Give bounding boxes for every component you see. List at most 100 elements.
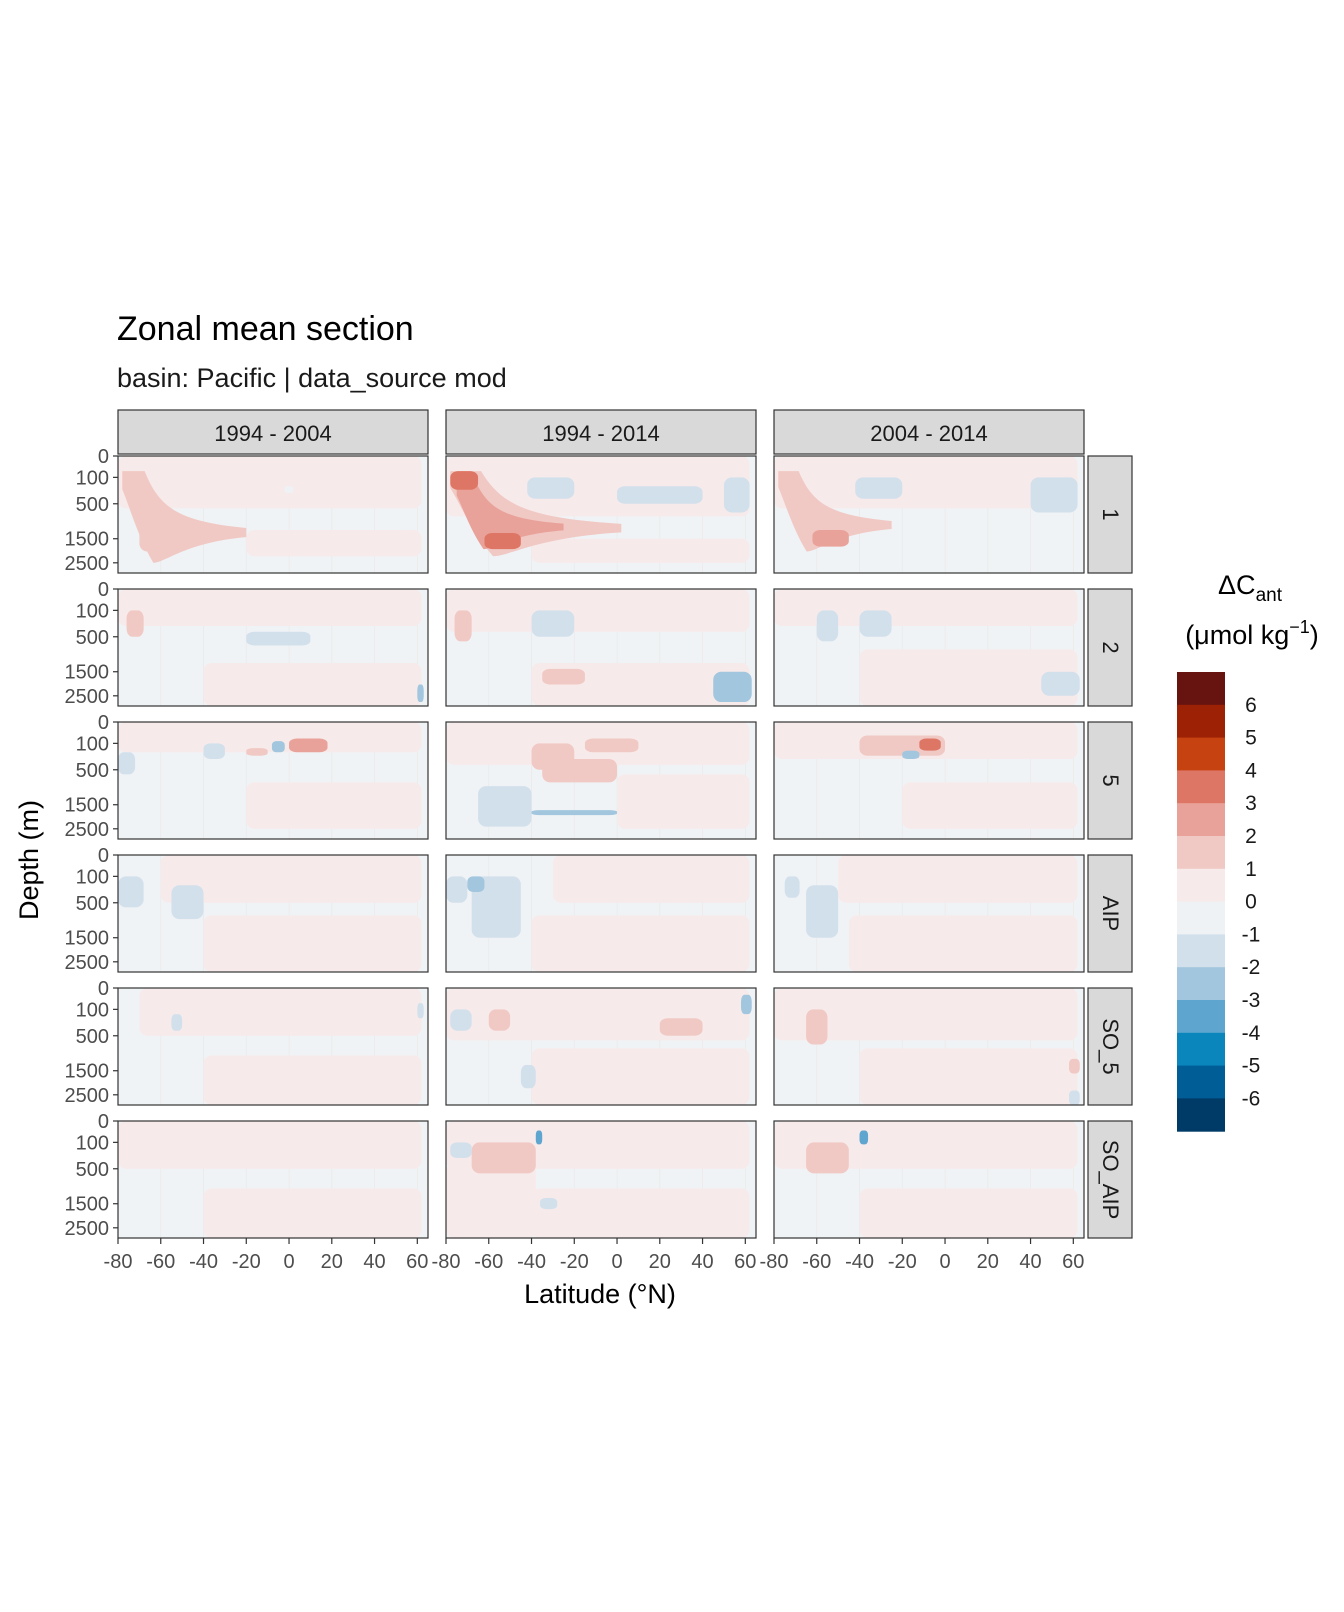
contour-patch (478, 786, 532, 827)
facet-strip-row-label: 2 (1098, 641, 1123, 653)
x-tick-label: -20 (560, 1251, 589, 1273)
contour-patch (118, 456, 422, 509)
contour-patch (741, 994, 752, 1015)
panel-border (773, 1120, 1085, 1239)
legend-label: 2 (1245, 825, 1257, 848)
contour-patch (806, 1142, 849, 1174)
x-tick-label: 0 (939, 1251, 950, 1273)
contour-patch (160, 855, 422, 903)
y-tick-label: 0 (98, 712, 109, 734)
y-tick-label: 2500 (65, 1085, 110, 1107)
facet-strip-row-1 (1087, 588, 1133, 707)
facet-strip-row-3 (1087, 854, 1133, 973)
x-tick-label: 40 (1019, 1251, 1041, 1273)
contour-patch (450, 1009, 472, 1031)
contour-patch (859, 610, 892, 637)
x-tick-label: 60 (1062, 1251, 1084, 1273)
legend-swatch (1177, 836, 1225, 870)
panel-border (117, 455, 429, 574)
chart-title: Zonal mean section (117, 310, 414, 348)
contour-patch (723, 477, 750, 513)
contour-patch (531, 915, 750, 972)
x-tick-label: 60 (406, 1251, 428, 1273)
y-tick-label: 1500 (65, 1194, 110, 1216)
legend-unit: (μmol kg−1) (1185, 617, 1319, 650)
facet-strip-col-2 (773, 409, 1085, 455)
panel-border (773, 588, 1085, 707)
y-tick-label: 100 (76, 600, 109, 622)
contour-patch (118, 1121, 422, 1169)
legend-swatch (1177, 1032, 1225, 1067)
contour-patch (1041, 671, 1080, 696)
y-tick-label: 0 (98, 579, 109, 601)
y-tick-label: 0 (98, 845, 109, 867)
contour-patch (1069, 1058, 1080, 1074)
contour-patch (855, 477, 903, 499)
legend-swatch (1177, 934, 1225, 968)
contour-patch (812, 529, 849, 547)
contour-patch (446, 589, 750, 632)
panel-5-1 (445, 721, 757, 840)
y-tick-label: 2500 (65, 686, 110, 708)
x-tick-label: 20 (321, 1251, 343, 1273)
legend-label: 3 (1245, 792, 1257, 815)
facet-strip-row-2 (1087, 721, 1133, 840)
legend-swatch (1177, 868, 1225, 903)
panel-SO_5-2 (773, 987, 1085, 1106)
contour-patch (774, 988, 1078, 1041)
panel-1-0 (117, 455, 429, 574)
contour-patch (531, 1188, 750, 1238)
y-tick-label: 1500 (65, 1061, 110, 1083)
legend-title: ΔCant (1218, 570, 1283, 606)
y-tick-label: 2500 (65, 952, 110, 974)
contour-patch (203, 743, 225, 759)
panel-AIP-1 (445, 854, 757, 973)
legend-swatch (1177, 672, 1225, 706)
facet-strip-col-1 (445, 409, 757, 455)
contour-patch (520, 1065, 536, 1089)
x-tick-label: 40 (691, 1251, 713, 1273)
y-tick-label: 500 (76, 494, 109, 516)
contour-patch (171, 885, 204, 920)
y-tick-label: 1500 (65, 928, 110, 950)
x-tick-label: -20 (232, 1251, 261, 1273)
y-tick-label: 0 (98, 978, 109, 1000)
panel-border (117, 987, 429, 1106)
panel-SO_5-1 (445, 987, 757, 1106)
panel-border (773, 455, 1085, 574)
facet-strip-row-5 (1087, 1120, 1133, 1239)
y-tick-label: 1500 (65, 529, 110, 551)
legend-label: -3 (1242, 989, 1261, 1012)
legend-label: 5 (1245, 727, 1257, 750)
contour-patch (118, 589, 422, 626)
facet-strip-row-4 (1087, 987, 1133, 1106)
panel-SO_AIP-1 (445, 1120, 757, 1239)
x-tick-label: -80 (104, 1251, 133, 1273)
contour-patch (246, 631, 311, 646)
x-tick-label: -80 (760, 1251, 789, 1273)
contour-patch (848, 915, 1078, 972)
contour-patch (139, 988, 422, 1036)
x-tick-label: -80 (432, 1251, 461, 1273)
facet-strip-row-label: 5 (1098, 774, 1123, 786)
contour-patch (774, 1121, 1078, 1169)
contour-patch (1030, 477, 1078, 513)
contour-patch (774, 456, 1078, 509)
contour-patch (171, 1014, 183, 1031)
facet-strip-row-label: AIP (1098, 896, 1123, 931)
legend-label: -1 (1242, 923, 1261, 946)
panel-border (117, 588, 429, 707)
contour-patch (446, 876, 468, 903)
contour-patch (488, 1009, 511, 1031)
legend-swatch (1177, 803, 1225, 837)
contour-patch (1069, 1090, 1080, 1105)
x-tick-label: -60 (146, 1251, 175, 1273)
contour-patch (617, 486, 703, 504)
panel-border (445, 455, 757, 574)
y-tick-label: 2500 (65, 819, 110, 841)
contour-patch (531, 810, 618, 816)
legend-label: 4 (1245, 759, 1257, 782)
contour-patch (542, 758, 618, 783)
facet-strip-col-label: 1994 - 2004 (214, 421, 331, 446)
